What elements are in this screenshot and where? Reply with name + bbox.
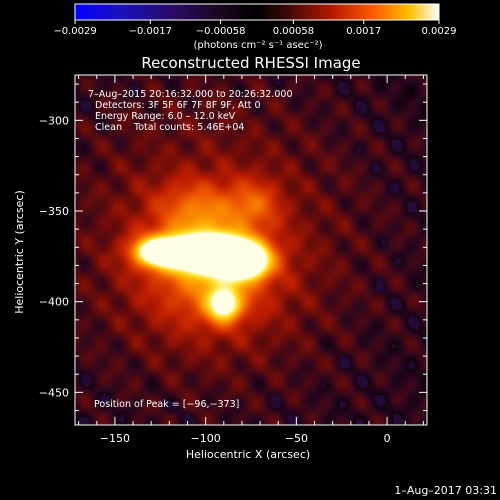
y-tick-label: −300: [39, 114, 69, 127]
annotation-detectors: Detectors: 3F 5F 6F 7F 8F 9F, Att 0: [95, 100, 261, 111]
colorbar-ticks: −0.0029 −0.0017 −0.00058 0.00058 0.0017 0.002…: [53, 20, 457, 37]
x-axis: −150 −100 −50 0: [78, 75, 424, 445]
chart-title: Reconstructed RHESSI Image: [141, 54, 360, 72]
colorbar-units-label: (photons cm⁻² s⁻¹ asec⁻²): [193, 40, 322, 51]
colorbar-tick-label: 0.0017: [346, 26, 381, 37]
colorbar-tick-label: −0.00058: [196, 26, 246, 37]
y-axis: −450 −400 −350 −300: [39, 83, 427, 411]
annotation-energy-range: Energy Range: 6.0 – 12.0 keV: [95, 111, 236, 122]
y-axis-label: Heliocentric Y (arcsec): [13, 190, 26, 314]
y-tick-label: −350: [39, 205, 69, 218]
x-tick-label: −150: [100, 432, 130, 445]
y-tick-label: −450: [39, 386, 69, 399]
x-axis-label: Heliocentric X (arcsec): [186, 448, 310, 461]
heatmap-image: [75, 75, 427, 425]
peak-position-label: Position of Peak = [−96,−373]: [94, 399, 239, 410]
y-tick-label: −400: [39, 296, 69, 309]
x-tick-label: −50: [285, 432, 308, 445]
colorbar-tick-label: −0.0029: [53, 26, 96, 37]
footer-timestamp: 1–Aug–2017 03:31: [394, 484, 497, 497]
x-tick-label: 0: [384, 432, 391, 445]
plot-frame: [74, 74, 428, 426]
colorbar-tick-label: 0.00058: [273, 26, 314, 37]
annotation-time-range: 7–Aug–2015 20:16:32.000 to 20:26:32.000: [88, 89, 293, 100]
colorbar-tick-label: 0.0029: [422, 26, 457, 37]
colorbar: [74, 3, 440, 21]
x-tick-label: −100: [191, 432, 221, 445]
colorbar-tick-label: −0.0017: [129, 26, 172, 37]
annotation-clean-counts: Clean Total counts: 5.46E+04: [95, 122, 244, 133]
